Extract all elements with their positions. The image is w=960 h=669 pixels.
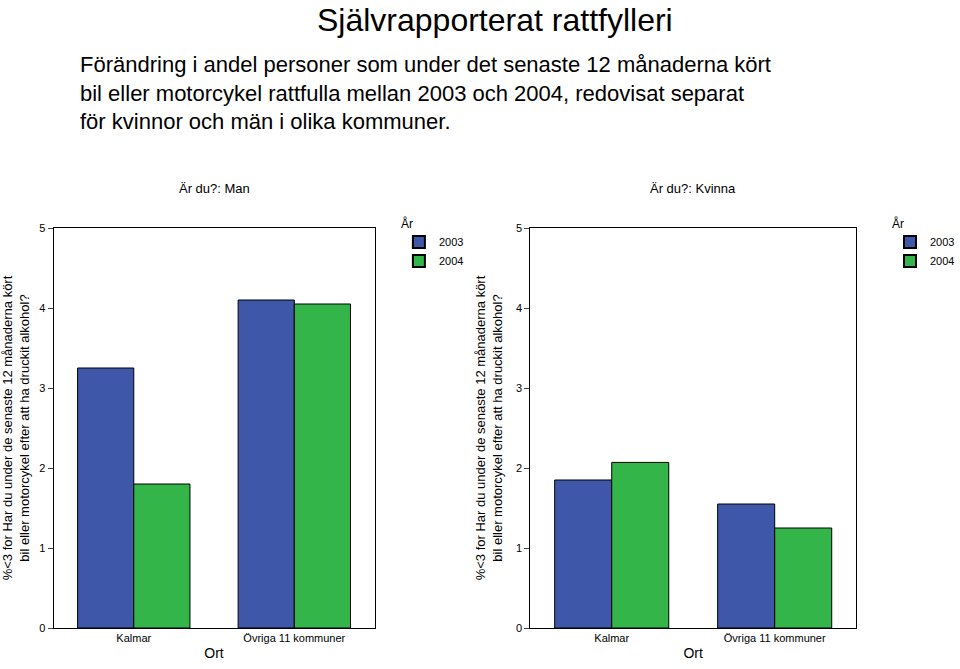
svg-text:Övriga 11 kommuner: Övriga 11 kommuner xyxy=(243,632,345,644)
svg-text:Självrapporterat rattfylleri: Självrapporterat rattfylleri xyxy=(317,2,673,38)
svg-text:1: 1 xyxy=(39,542,45,554)
svg-text:Förändring i andel personer so: Förändring i andel personer som under de… xyxy=(80,52,771,134)
svg-text:5: 5 xyxy=(516,222,522,234)
svg-text:2: 2 xyxy=(516,462,522,474)
svg-text:Övriga 11 kommuner: Övriga 11 kommuner xyxy=(724,632,826,644)
svg-text:4: 4 xyxy=(39,302,45,314)
svg-text:Ort: Ort xyxy=(204,645,224,661)
svg-text:2003: 2003 xyxy=(930,236,954,248)
svg-text:0: 0 xyxy=(516,622,522,634)
svg-text:2004: 2004 xyxy=(930,255,954,267)
svg-text:Kalmar: Kalmar xyxy=(116,632,151,644)
svg-text:%<3 for Har du under de senast: %<3 for Har du under de senaste 12 månad… xyxy=(473,275,505,580)
svg-text:2003: 2003 xyxy=(439,236,463,248)
svg-text:År: År xyxy=(401,216,413,231)
svg-text:%<3 for Har du under de senast: %<3 for Har du under de senaste 12 månad… xyxy=(0,275,32,580)
svg-text:3: 3 xyxy=(39,382,45,394)
svg-text:Ort: Ort xyxy=(683,645,703,661)
svg-text:Är du?: Man: Är du?: Man xyxy=(179,181,250,196)
svg-text:5: 5 xyxy=(39,222,45,234)
svg-text:År: År xyxy=(892,216,904,231)
svg-text:0: 0 xyxy=(39,622,45,634)
svg-text:2: 2 xyxy=(39,462,45,474)
svg-text:1: 1 xyxy=(516,542,522,554)
svg-text:4: 4 xyxy=(516,302,522,314)
svg-text:2004: 2004 xyxy=(439,255,463,267)
svg-text:Kalmar: Kalmar xyxy=(594,632,629,644)
svg-text:3: 3 xyxy=(516,382,522,394)
svg-text:Är du?: Kvinna: Är du?: Kvinna xyxy=(650,181,736,196)
